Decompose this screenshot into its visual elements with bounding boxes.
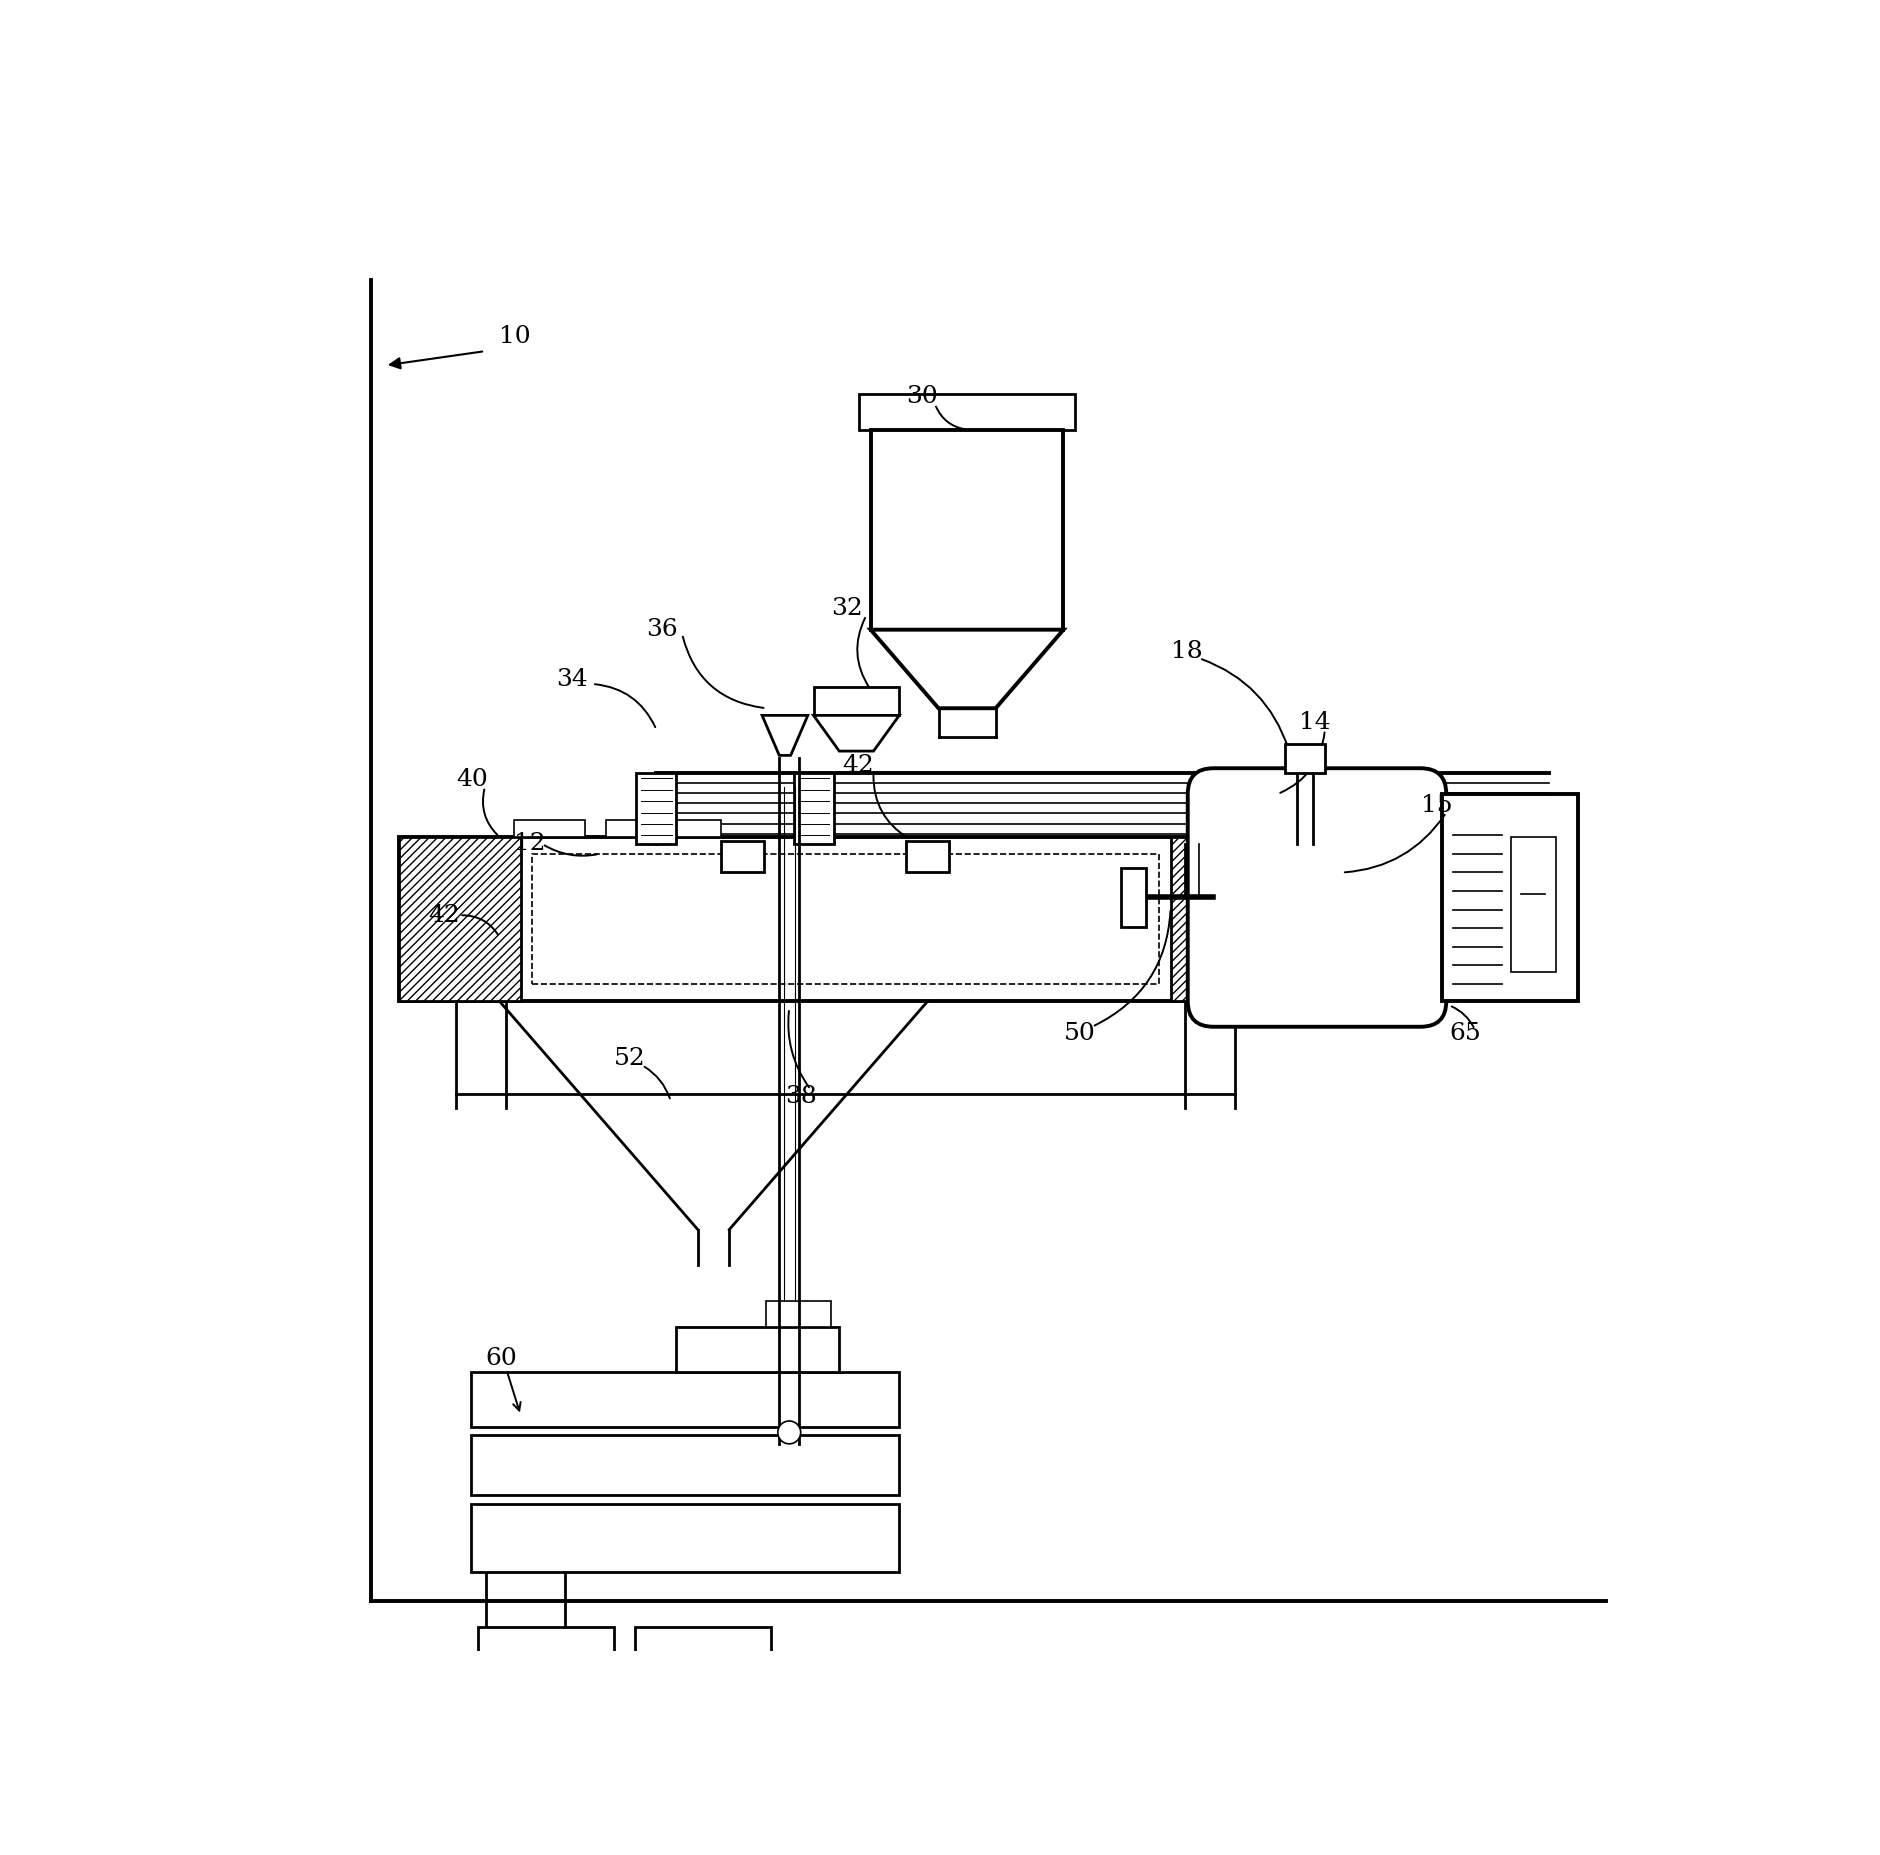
Text: 60: 60 <box>485 1347 517 1369</box>
Circle shape <box>778 1421 801 1443</box>
Polygon shape <box>814 716 899 751</box>
Text: 52: 52 <box>613 1046 645 1070</box>
Text: 12: 12 <box>513 833 545 855</box>
Bar <box>513 820 585 837</box>
Bar <box>1171 837 1292 1002</box>
Text: 42: 42 <box>429 903 459 928</box>
Bar <box>1442 794 1577 1002</box>
Bar <box>478 1627 613 1681</box>
Text: 14: 14 <box>1299 710 1331 735</box>
Polygon shape <box>761 716 808 755</box>
Bar <box>1510 837 1557 972</box>
Bar <box>635 1627 771 1681</box>
Text: 42: 42 <box>842 753 874 777</box>
Bar <box>470 1373 899 1426</box>
Bar <box>793 772 833 844</box>
Bar <box>399 837 1292 1002</box>
Bar <box>470 1504 899 1573</box>
Text: 65: 65 <box>1449 1022 1481 1046</box>
FancyBboxPatch shape <box>1188 768 1446 1028</box>
Text: 38: 38 <box>786 1085 816 1107</box>
Bar <box>870 430 1064 629</box>
Bar <box>814 686 899 716</box>
Text: 30: 30 <box>906 386 938 408</box>
Text: 50: 50 <box>1064 1022 1096 1046</box>
Bar <box>906 840 949 872</box>
Bar <box>1120 868 1147 928</box>
Bar <box>720 840 763 872</box>
Text: 18: 18 <box>1171 640 1201 662</box>
Bar <box>470 1436 899 1495</box>
Bar <box>677 1326 838 1373</box>
Bar <box>637 772 677 844</box>
Text: 15: 15 <box>1421 794 1451 816</box>
Bar <box>532 853 1160 983</box>
Polygon shape <box>870 629 1064 709</box>
Text: 10: 10 <box>500 325 530 349</box>
Text: 34: 34 <box>556 668 588 692</box>
Bar <box>607 820 720 837</box>
Text: 40: 40 <box>457 768 489 790</box>
Bar <box>765 1300 831 1326</box>
Text: 32: 32 <box>831 597 863 620</box>
Bar <box>1284 744 1325 772</box>
Bar <box>399 837 521 1002</box>
Text: 36: 36 <box>647 618 679 642</box>
Bar <box>859 393 1075 430</box>
